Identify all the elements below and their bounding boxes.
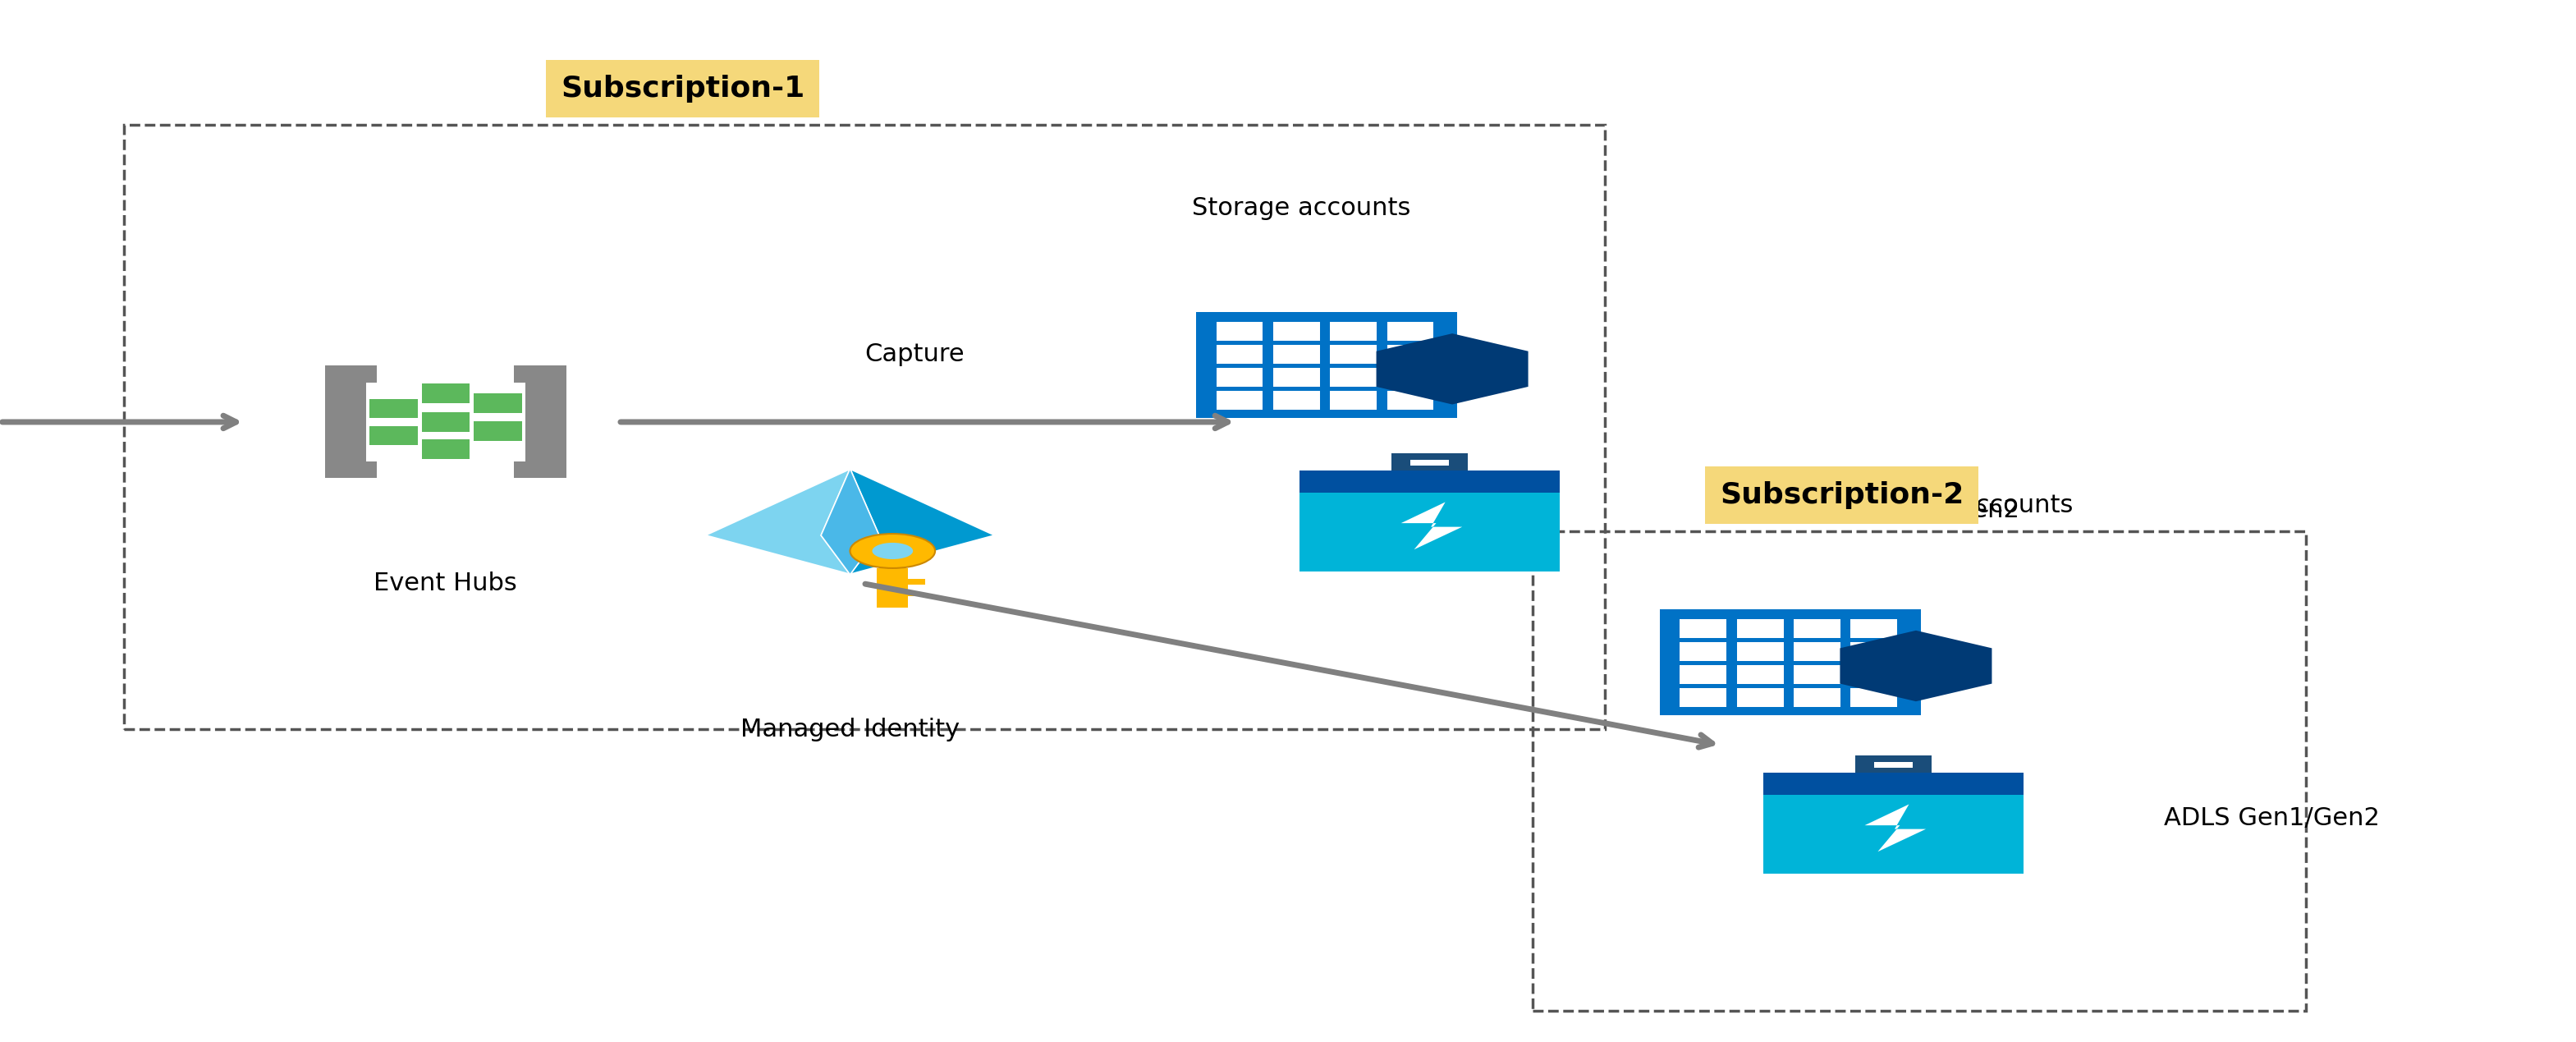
FancyBboxPatch shape <box>1736 665 1783 684</box>
FancyBboxPatch shape <box>1273 391 1319 410</box>
Polygon shape <box>706 469 850 574</box>
FancyBboxPatch shape <box>1298 471 1561 493</box>
FancyBboxPatch shape <box>325 366 376 382</box>
Text: Event Hubs: Event Hubs <box>374 572 518 595</box>
FancyBboxPatch shape <box>1680 665 1726 684</box>
Circle shape <box>850 534 935 568</box>
FancyBboxPatch shape <box>1329 391 1376 410</box>
Polygon shape <box>1865 804 1927 851</box>
FancyBboxPatch shape <box>1736 642 1783 661</box>
FancyBboxPatch shape <box>474 394 523 413</box>
FancyBboxPatch shape <box>1793 619 1839 638</box>
FancyBboxPatch shape <box>1195 313 1458 418</box>
FancyBboxPatch shape <box>1386 391 1435 410</box>
Text: ADLS Gen1/Gen2: ADLS Gen1/Gen2 <box>2164 807 2380 829</box>
FancyBboxPatch shape <box>1216 322 1262 341</box>
FancyBboxPatch shape <box>1793 665 1839 684</box>
FancyBboxPatch shape <box>1216 345 1262 364</box>
FancyBboxPatch shape <box>1386 345 1435 364</box>
FancyBboxPatch shape <box>1273 368 1319 387</box>
FancyBboxPatch shape <box>1412 460 1448 466</box>
FancyBboxPatch shape <box>1391 453 1468 471</box>
Circle shape <box>873 543 912 560</box>
FancyBboxPatch shape <box>515 366 567 382</box>
FancyBboxPatch shape <box>368 399 417 418</box>
FancyBboxPatch shape <box>876 568 909 607</box>
FancyBboxPatch shape <box>1386 368 1435 387</box>
FancyBboxPatch shape <box>1298 471 1561 571</box>
Text: ADLS Gen1/Gen2: ADLS Gen1/Gen2 <box>1803 499 2020 522</box>
FancyBboxPatch shape <box>1216 368 1262 387</box>
Text: Subscription-2: Subscription-2 <box>1721 481 1963 508</box>
Text: Subscription-1: Subscription-1 <box>562 75 804 102</box>
Polygon shape <box>1839 630 1991 701</box>
Text: Managed Identity: Managed Identity <box>739 718 961 741</box>
FancyBboxPatch shape <box>1216 391 1262 410</box>
FancyBboxPatch shape <box>1680 619 1726 638</box>
FancyBboxPatch shape <box>1273 322 1319 341</box>
FancyBboxPatch shape <box>1680 642 1726 661</box>
FancyBboxPatch shape <box>1386 322 1435 341</box>
FancyBboxPatch shape <box>325 366 366 478</box>
FancyBboxPatch shape <box>1329 368 1376 387</box>
FancyBboxPatch shape <box>1850 665 1899 684</box>
FancyBboxPatch shape <box>1329 345 1376 364</box>
FancyBboxPatch shape <box>422 413 469 431</box>
FancyBboxPatch shape <box>422 383 469 403</box>
FancyBboxPatch shape <box>907 579 925 585</box>
FancyBboxPatch shape <box>368 426 417 445</box>
Polygon shape <box>850 469 994 574</box>
FancyBboxPatch shape <box>1273 345 1319 364</box>
FancyBboxPatch shape <box>1762 773 2025 873</box>
FancyBboxPatch shape <box>1680 688 1726 706</box>
Polygon shape <box>822 469 878 574</box>
Polygon shape <box>1401 502 1463 549</box>
FancyBboxPatch shape <box>526 366 567 478</box>
FancyBboxPatch shape <box>1793 688 1839 706</box>
FancyBboxPatch shape <box>1850 619 1899 638</box>
FancyBboxPatch shape <box>1736 619 1783 638</box>
FancyBboxPatch shape <box>1762 773 2025 795</box>
Text: Storage accounts: Storage accounts <box>1855 494 2074 517</box>
FancyBboxPatch shape <box>907 592 920 596</box>
FancyBboxPatch shape <box>1736 688 1783 706</box>
Text: Storage accounts: Storage accounts <box>1193 197 1409 220</box>
FancyBboxPatch shape <box>515 462 567 478</box>
FancyBboxPatch shape <box>1793 642 1839 661</box>
Polygon shape <box>1376 333 1528 404</box>
FancyBboxPatch shape <box>422 440 469 458</box>
FancyBboxPatch shape <box>474 421 523 441</box>
FancyBboxPatch shape <box>1329 322 1376 341</box>
FancyBboxPatch shape <box>1875 762 1911 768</box>
FancyBboxPatch shape <box>325 462 376 478</box>
FancyBboxPatch shape <box>1659 610 1922 715</box>
FancyBboxPatch shape <box>1850 688 1899 706</box>
FancyBboxPatch shape <box>1850 642 1899 661</box>
Text: Capture: Capture <box>866 343 963 366</box>
FancyBboxPatch shape <box>1855 755 1932 773</box>
